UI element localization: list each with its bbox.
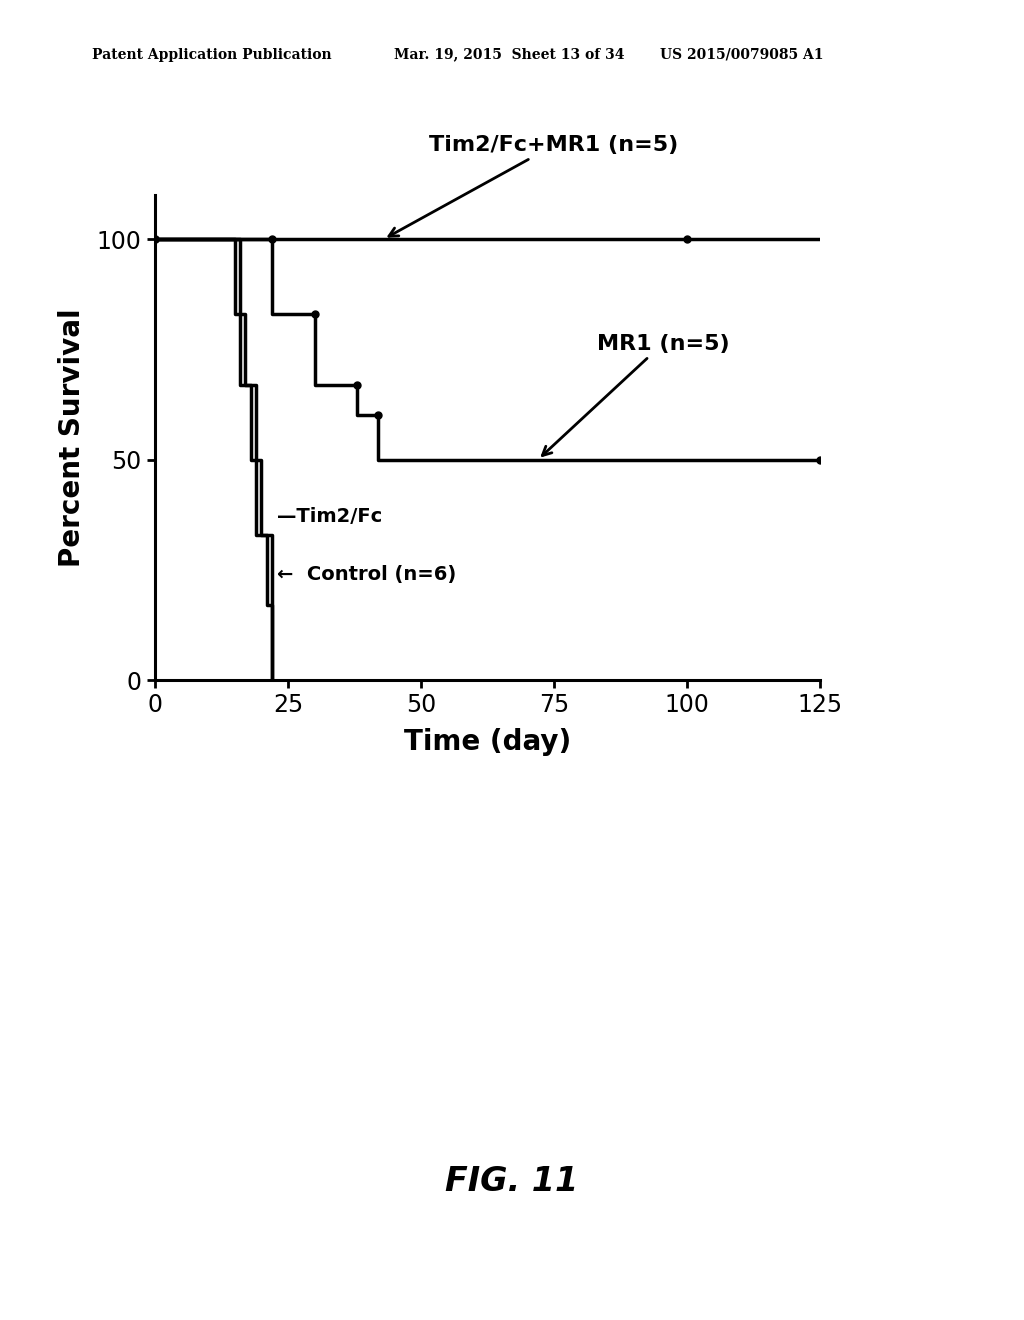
Text: ←  Control (n=6): ← Control (n=6) bbox=[278, 565, 457, 583]
Text: MR1 (n=5): MR1 (n=5) bbox=[543, 334, 729, 455]
Text: —Tim2/Fc: —Tim2/Fc bbox=[278, 507, 383, 527]
Text: Patent Application Publication: Patent Application Publication bbox=[92, 48, 332, 62]
Y-axis label: Percent Survival: Percent Survival bbox=[57, 308, 86, 566]
X-axis label: Time (day): Time (day) bbox=[403, 729, 571, 756]
Text: Tim2/Fc+MR1 (n=5): Tim2/Fc+MR1 (n=5) bbox=[389, 136, 679, 236]
Text: US 2015/0079085 A1: US 2015/0079085 A1 bbox=[660, 48, 824, 62]
Text: FIG. 11: FIG. 11 bbox=[445, 1166, 579, 1199]
Text: Mar. 19, 2015  Sheet 13 of 34: Mar. 19, 2015 Sheet 13 of 34 bbox=[394, 48, 625, 62]
